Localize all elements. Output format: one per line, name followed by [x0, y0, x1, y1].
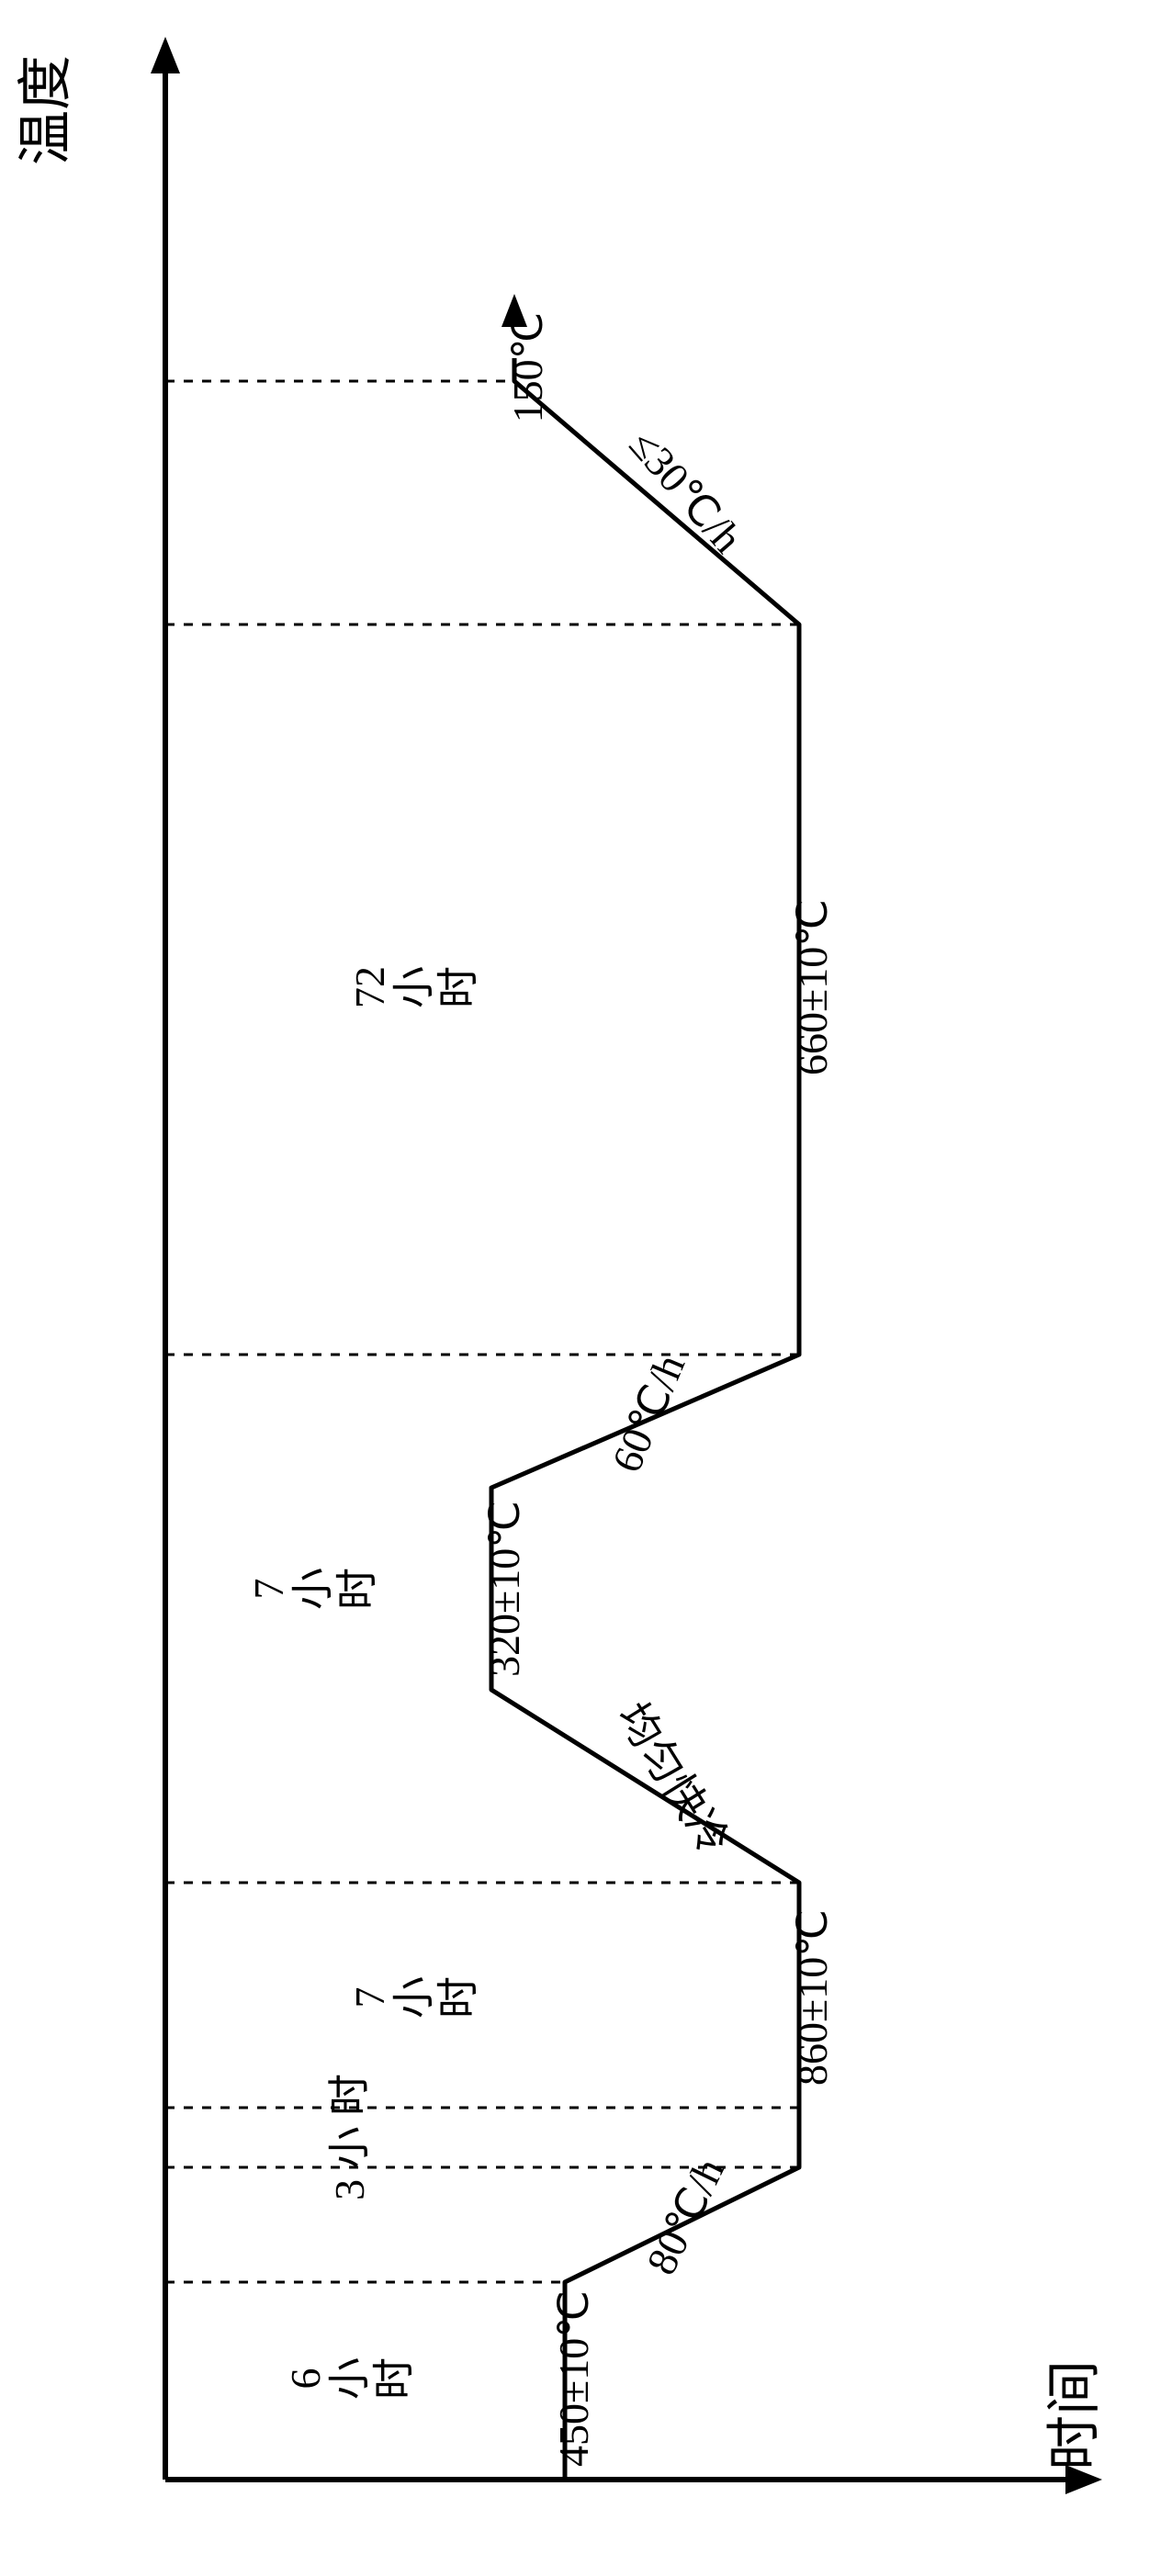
temperature-label: 860±10℃	[789, 1909, 836, 2086]
svg-text:时: 时	[434, 1976, 481, 2019]
duration-label: 7小时	[346, 1976, 482, 2019]
diagram-canvas: 温度时间80℃/h均匀快冷60℃/h≤30℃/h450±10℃860±10℃32…	[0, 0, 1172, 2576]
svg-text:时: 时	[370, 2357, 417, 2400]
chart-svg: 温度时间80℃/h均匀快冷60℃/h≤30℃/h450±10℃860±10℃32…	[0, 0, 1172, 2576]
svg-text:小: 小	[390, 1976, 437, 2019]
duration-label: 7小时	[245, 1568, 381, 1610]
rate-label: 80℃/h	[637, 2151, 733, 2281]
temperature-label: 450±10℃	[550, 2290, 597, 2467]
rate-label: 均匀快冷	[609, 1694, 738, 1862]
svg-text:小: 小	[390, 966, 437, 1008]
temperature-label: 660±10℃	[789, 899, 836, 1075]
axis-label-time: 时间	[1044, 2360, 1105, 2470]
duration-label: 6小时	[282, 2357, 418, 2400]
svg-text:时: 时	[333, 1568, 380, 1610]
svg-text:时: 时	[434, 966, 481, 1008]
svg-text:小: 小	[289, 1568, 336, 1610]
temperature-label: 150℃	[504, 312, 551, 423]
duration-label: 3 小 时	[326, 2074, 373, 2200]
rate-label: 60℃/h	[603, 1348, 693, 1479]
duration-label: 72小时	[346, 966, 482, 1008]
svg-text:3 小 时: 3 小 时	[326, 2074, 373, 2200]
svg-text:72: 72	[346, 966, 393, 1008]
axis-label-temperature: 温度	[16, 55, 76, 165]
temperature-label: 320±10℃	[481, 1501, 528, 1677]
svg-text:6: 6	[282, 2368, 329, 2390]
svg-text:7: 7	[245, 1579, 292, 1600]
svg-text:小: 小	[326, 2357, 373, 2400]
svg-text:7: 7	[346, 1987, 393, 2008]
